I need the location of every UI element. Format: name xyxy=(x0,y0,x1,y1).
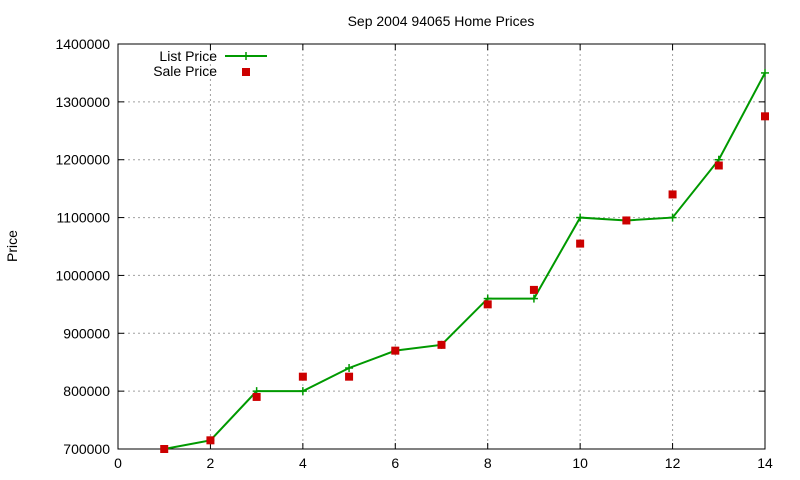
sale-price-point xyxy=(761,112,769,121)
tick-labels: 0 2 4 6 8 10 12 14 700000 800000 900000 1000000 1100… xyxy=(55,36,773,471)
axes xyxy=(117,43,766,450)
sale-price-point xyxy=(483,300,492,309)
legend-marker-list-price xyxy=(242,52,250,60)
y-tick-label: 1100000 xyxy=(57,210,111,226)
sale-price-point xyxy=(252,392,261,401)
y-tick-label: 800000 xyxy=(63,383,110,399)
sale-price-point xyxy=(206,436,215,445)
y-tick-label: 1400000 xyxy=(55,36,110,52)
y-tick-label: 900000 xyxy=(63,325,110,341)
legend: List Price Sale Price xyxy=(153,48,267,79)
sale-price-point xyxy=(668,190,677,199)
sale-price-point xyxy=(576,239,585,248)
sale-price-point xyxy=(298,372,307,381)
sale-price-point xyxy=(529,285,538,294)
list-price-point xyxy=(529,294,538,303)
y-tick-label: 1300000 xyxy=(55,94,110,110)
x-tick-label: 10 xyxy=(572,455,588,471)
list-price-point xyxy=(298,387,307,396)
y-tick-label: 1200000 xyxy=(55,152,110,168)
list-price-point xyxy=(345,364,354,372)
x-tick-label: 8 xyxy=(484,455,492,471)
sale-price-point xyxy=(437,340,446,349)
x-tick-label: 12 xyxy=(665,455,681,471)
x-tick-label: 4 xyxy=(299,455,307,471)
x-tick-label: 0 xyxy=(114,455,122,471)
sale-price-point xyxy=(391,346,400,355)
legend-label-sale-price: Sale Price xyxy=(153,63,217,79)
chart-title: Sep 2004 94065 Home Prices xyxy=(348,13,535,29)
grid-lines xyxy=(118,44,765,449)
x-tick-label: 2 xyxy=(207,455,215,471)
y-tick-label: 1000000 xyxy=(55,267,110,283)
sale-price-point xyxy=(714,161,723,170)
sale-price-point xyxy=(622,216,631,225)
sale-price-point xyxy=(160,445,169,453)
plot-area xyxy=(160,68,769,453)
y-axis-label: Price xyxy=(4,230,20,262)
list-price-point xyxy=(761,68,769,77)
list-price-point xyxy=(668,213,677,222)
legend-marker-sale-price xyxy=(242,68,250,76)
legend-label-list-price: List Price xyxy=(159,48,217,64)
x-tick-label: 14 xyxy=(757,455,773,471)
x-tick-label: 6 xyxy=(391,455,399,471)
sale-price-point xyxy=(345,372,354,381)
y-tick-label: 700000 xyxy=(63,441,110,457)
series-line-list-price xyxy=(164,72,766,450)
plot-border xyxy=(117,43,766,450)
list-price-point xyxy=(576,213,585,222)
